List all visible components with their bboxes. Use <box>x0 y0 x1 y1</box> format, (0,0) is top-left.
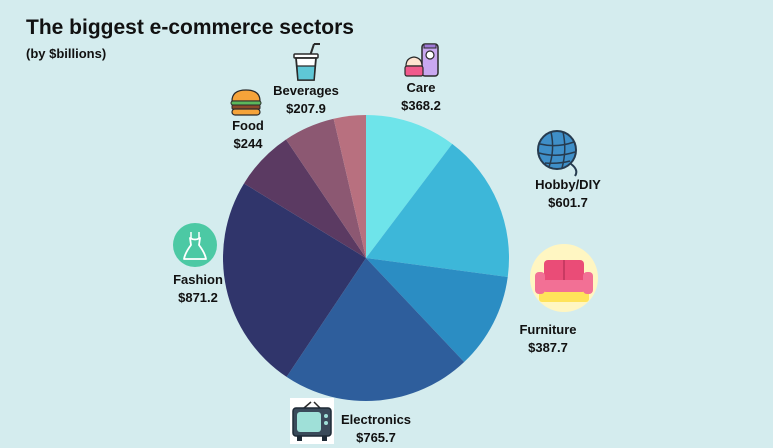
pie-slice-care <box>366 115 453 258</box>
slice-label-hobby-diy: Hobby/DIY <box>535 177 601 192</box>
sofa-icon <box>530 244 598 312</box>
tv-icon <box>290 398 334 444</box>
slice-value-food: $244 <box>234 136 264 151</box>
pie-slice-food <box>243 139 366 258</box>
lotion-icon <box>404 43 439 77</box>
chart-subtitle: (by $billions) <box>26 46 107 61</box>
slice-label-furniture: Furniture <box>519 322 576 337</box>
pie-slice-furniture <box>366 258 508 362</box>
slice-value-hobby-diy: $601.7 <box>548 195 588 210</box>
yarn-ball-icon <box>537 130 578 177</box>
pie-slice-other <box>333 115 366 258</box>
chart-title: The biggest e-commerce sectors <box>26 16 354 39</box>
slice-value-fashion: $871.2 <box>178 290 218 305</box>
slice-value-beverages: $207.9 <box>286 101 326 116</box>
dress-icon <box>173 223 217 267</box>
drink-cup-icon <box>293 43 320 81</box>
slice-label-fashion: Fashion <box>173 272 223 287</box>
pie-slice-hobby-diy <box>366 143 509 277</box>
pie-slice-electronics <box>286 258 465 402</box>
slice-value-care: $368.2 <box>401 98 441 113</box>
slice-label-electronics: Electronics <box>341 412 411 427</box>
slice-value-furniture: $387.7 <box>528 340 568 355</box>
slice-label-care: Care <box>407 80 436 95</box>
pie-slice-beverages <box>286 118 366 258</box>
burger-icon <box>230 89 262 116</box>
slice-value-electronics: $765.7 <box>356 430 396 445</box>
slice-label-food: Food <box>232 118 264 133</box>
slice-label-beverages: Beverages <box>273 83 339 98</box>
pie-slice-fashion <box>222 183 366 377</box>
